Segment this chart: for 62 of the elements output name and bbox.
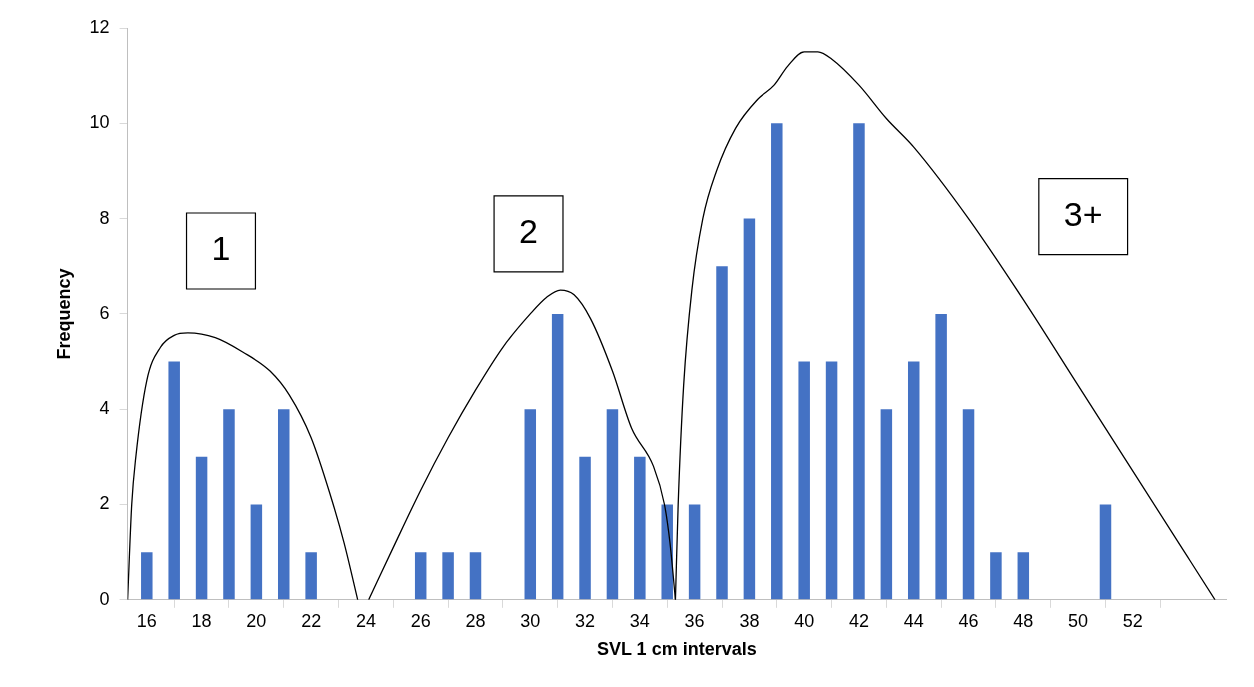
- bar: [880, 409, 893, 600]
- bar: [250, 504, 263, 600]
- annotation: 1: [211, 229, 231, 268]
- bar: [962, 409, 975, 600]
- x-tick-label: 18: [191, 610, 212, 631]
- bar: [551, 313, 564, 600]
- x-tick-label: 42: [848, 610, 869, 631]
- bar: [634, 456, 646, 600]
- x-tick-label: 32: [575, 610, 596, 631]
- bar: [305, 552, 317, 600]
- y-tick-label: 4: [99, 398, 110, 419]
- x-tick-label: 44: [903, 610, 924, 631]
- bar: [907, 361, 920, 600]
- bar: [1017, 552, 1030, 600]
- x-tick-label: 52: [1122, 610, 1143, 631]
- bar: [825, 361, 838, 600]
- bar: [853, 123, 865, 600]
- bar: [442, 552, 454, 600]
- bar: [1099, 504, 1112, 600]
- y-tick-label: 12: [89, 16, 110, 37]
- x-axis-title: SVL 1 cm intervals: [596, 639, 757, 660]
- x-tick-label: 26: [410, 610, 431, 631]
- x-tick-label: 24: [355, 610, 376, 631]
- y-axis-title: Frequency: [53, 268, 74, 360]
- x-tick-label: 28: [465, 610, 486, 631]
- x-tick-label: 34: [629, 610, 650, 631]
- x-tick-label: 48: [1013, 610, 1034, 631]
- bar: [688, 504, 701, 600]
- x-tick-label: 36: [684, 610, 705, 631]
- bar: [141, 552, 153, 600]
- bar: [414, 552, 427, 600]
- bar: [798, 361, 810, 600]
- y-tick-label: 6: [99, 302, 110, 323]
- x-tick-label: 46: [958, 610, 979, 631]
- annotation: 2: [519, 212, 538, 251]
- bar: [469, 552, 482, 600]
- y-tick-label: 2: [99, 493, 110, 514]
- x-tick-label: 40: [794, 610, 815, 631]
- bar: [168, 361, 180, 600]
- bar: [606, 409, 619, 600]
- x-tick-label: 22: [301, 610, 322, 631]
- bar: [278, 409, 290, 600]
- bar: [743, 218, 756, 600]
- x-tick-label: 30: [520, 610, 541, 631]
- bar: [661, 504, 673, 600]
- x-tick-label: 38: [739, 610, 760, 631]
- bar: [990, 552, 1002, 600]
- y-tick-label: 0: [99, 588, 110, 609]
- x-tick-label: 50: [1068, 610, 1089, 631]
- bar: [935, 313, 947, 600]
- line-series: [127, 332, 359, 600]
- x-tick-label: 20: [246, 610, 267, 631]
- y-tick-label: 8: [99, 207, 110, 228]
- bar: [771, 123, 783, 600]
- bar: [195, 456, 208, 600]
- bar: [579, 456, 591, 600]
- annotation: 3+: [1063, 195, 1103, 234]
- bar: [716, 266, 728, 600]
- x-tick-label: 16: [136, 610, 157, 631]
- y-tick-label: 10: [89, 112, 110, 133]
- bar: [524, 409, 537, 600]
- bar: [223, 409, 235, 600]
